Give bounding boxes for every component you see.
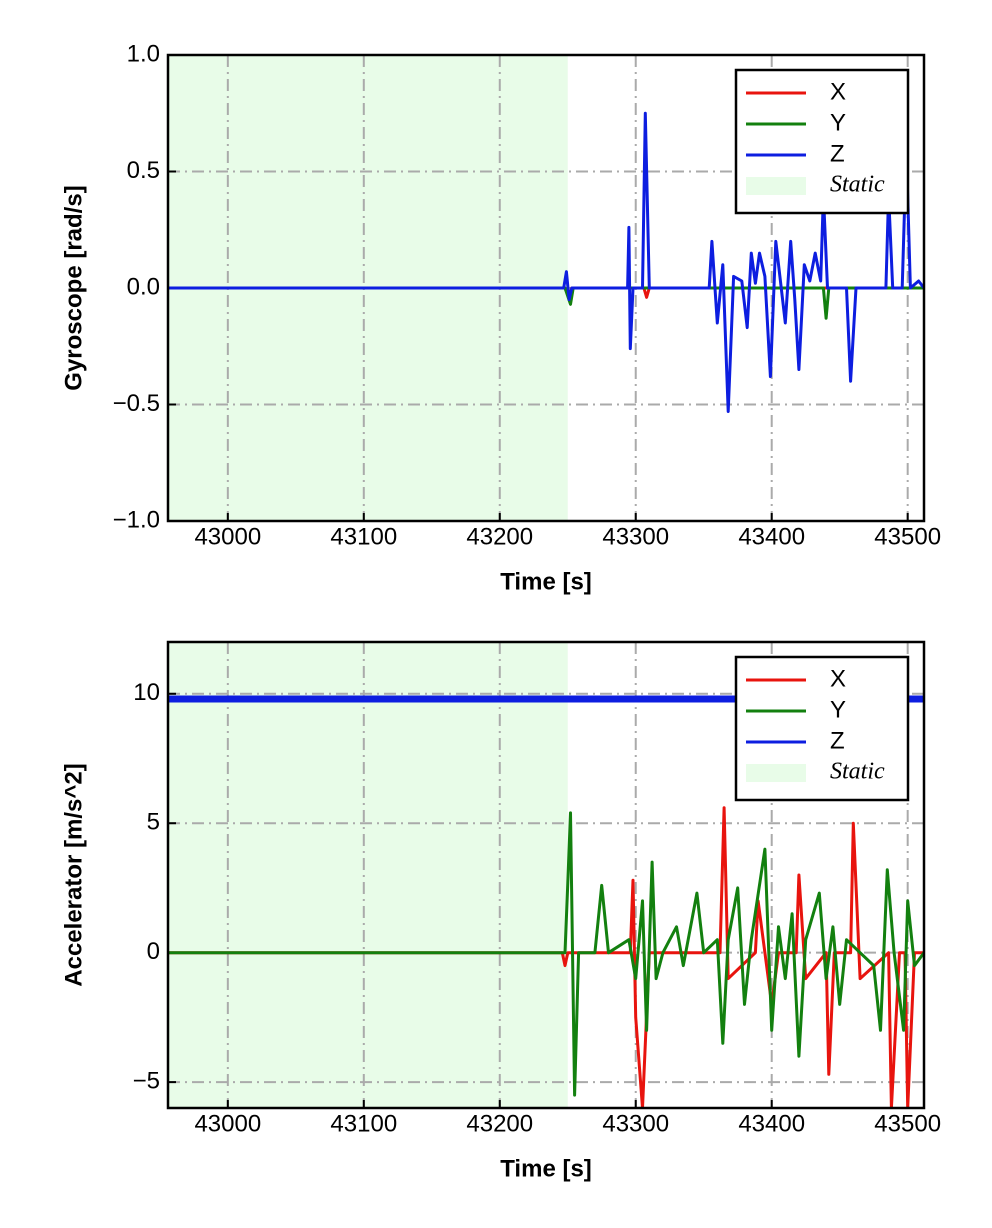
data-line — [168, 806, 924, 1108]
legend-label: Z — [830, 140, 845, 167]
subplot: 43000 43100 43200 43300 43400 43500 −1.0 −0.5 0.… — [60, 40, 941, 595]
legend-label: Y — [830, 109, 846, 136]
x-tick-label: 43400 — [738, 523, 805, 550]
y-tick-label: 1.0 — [127, 40, 160, 67]
data-line — [168, 811, 924, 1097]
legend-label: X — [830, 78, 846, 105]
legend-label: Static — [830, 172, 885, 198]
y-tick-label: 5 — [147, 809, 160, 836]
x-tick-label: 43300 — [602, 523, 669, 550]
y-tick-label: −0.5 — [113, 390, 160, 417]
legend-label: X — [830, 665, 846, 692]
axes-frame — [166, 640, 926, 1110]
static-span — [168, 642, 568, 1108]
x-tick-label: 43000 — [194, 523, 261, 550]
legend-label: Static — [830, 759, 885, 785]
y-axis-label: Gyroscope [rad/s] — [60, 185, 87, 390]
legend-swatch — [746, 764, 806, 782]
y-axis-label: Accelerator [m/s^2] — [60, 763, 87, 986]
axes-frame — [166, 53, 926, 523]
x-axis-label: Time [s] — [500, 568, 592, 595]
legend-label: Y — [830, 696, 846, 723]
series-group — [168, 111, 924, 413]
y-tick-label: 0 — [147, 938, 160, 965]
y-tick-label: 0.0 — [127, 273, 160, 300]
x-axis-label: Time [s] — [500, 1155, 592, 1182]
y-tick-label: 10 — [133, 679, 160, 706]
x-tick-label: 43100 — [330, 1110, 397, 1137]
legend-swatch — [746, 177, 806, 195]
y-tick-label: −5 — [133, 1067, 160, 1094]
y-tick-label: 0.5 — [127, 157, 160, 184]
x-tick-label: 43500 — [874, 523, 941, 550]
x-tick-label: 43000 — [194, 1110, 261, 1137]
subplot: 43000 43100 43200 43300 43400 43500 −5 0 5 10 Time… — [60, 640, 941, 1182]
x-tick-label: 43300 — [602, 1110, 669, 1137]
legend-label: Z — [830, 727, 845, 754]
x-tick-label: 43200 — [466, 523, 533, 550]
x-tick-label: 43100 — [330, 523, 397, 550]
x-tick-label: 43400 — [738, 1110, 805, 1137]
x-tick-label: 43200 — [466, 1110, 533, 1137]
y-tick-label: −1.0 — [113, 506, 160, 533]
data-line — [168, 111, 924, 413]
x-tick-label: 43500 — [874, 1110, 941, 1137]
